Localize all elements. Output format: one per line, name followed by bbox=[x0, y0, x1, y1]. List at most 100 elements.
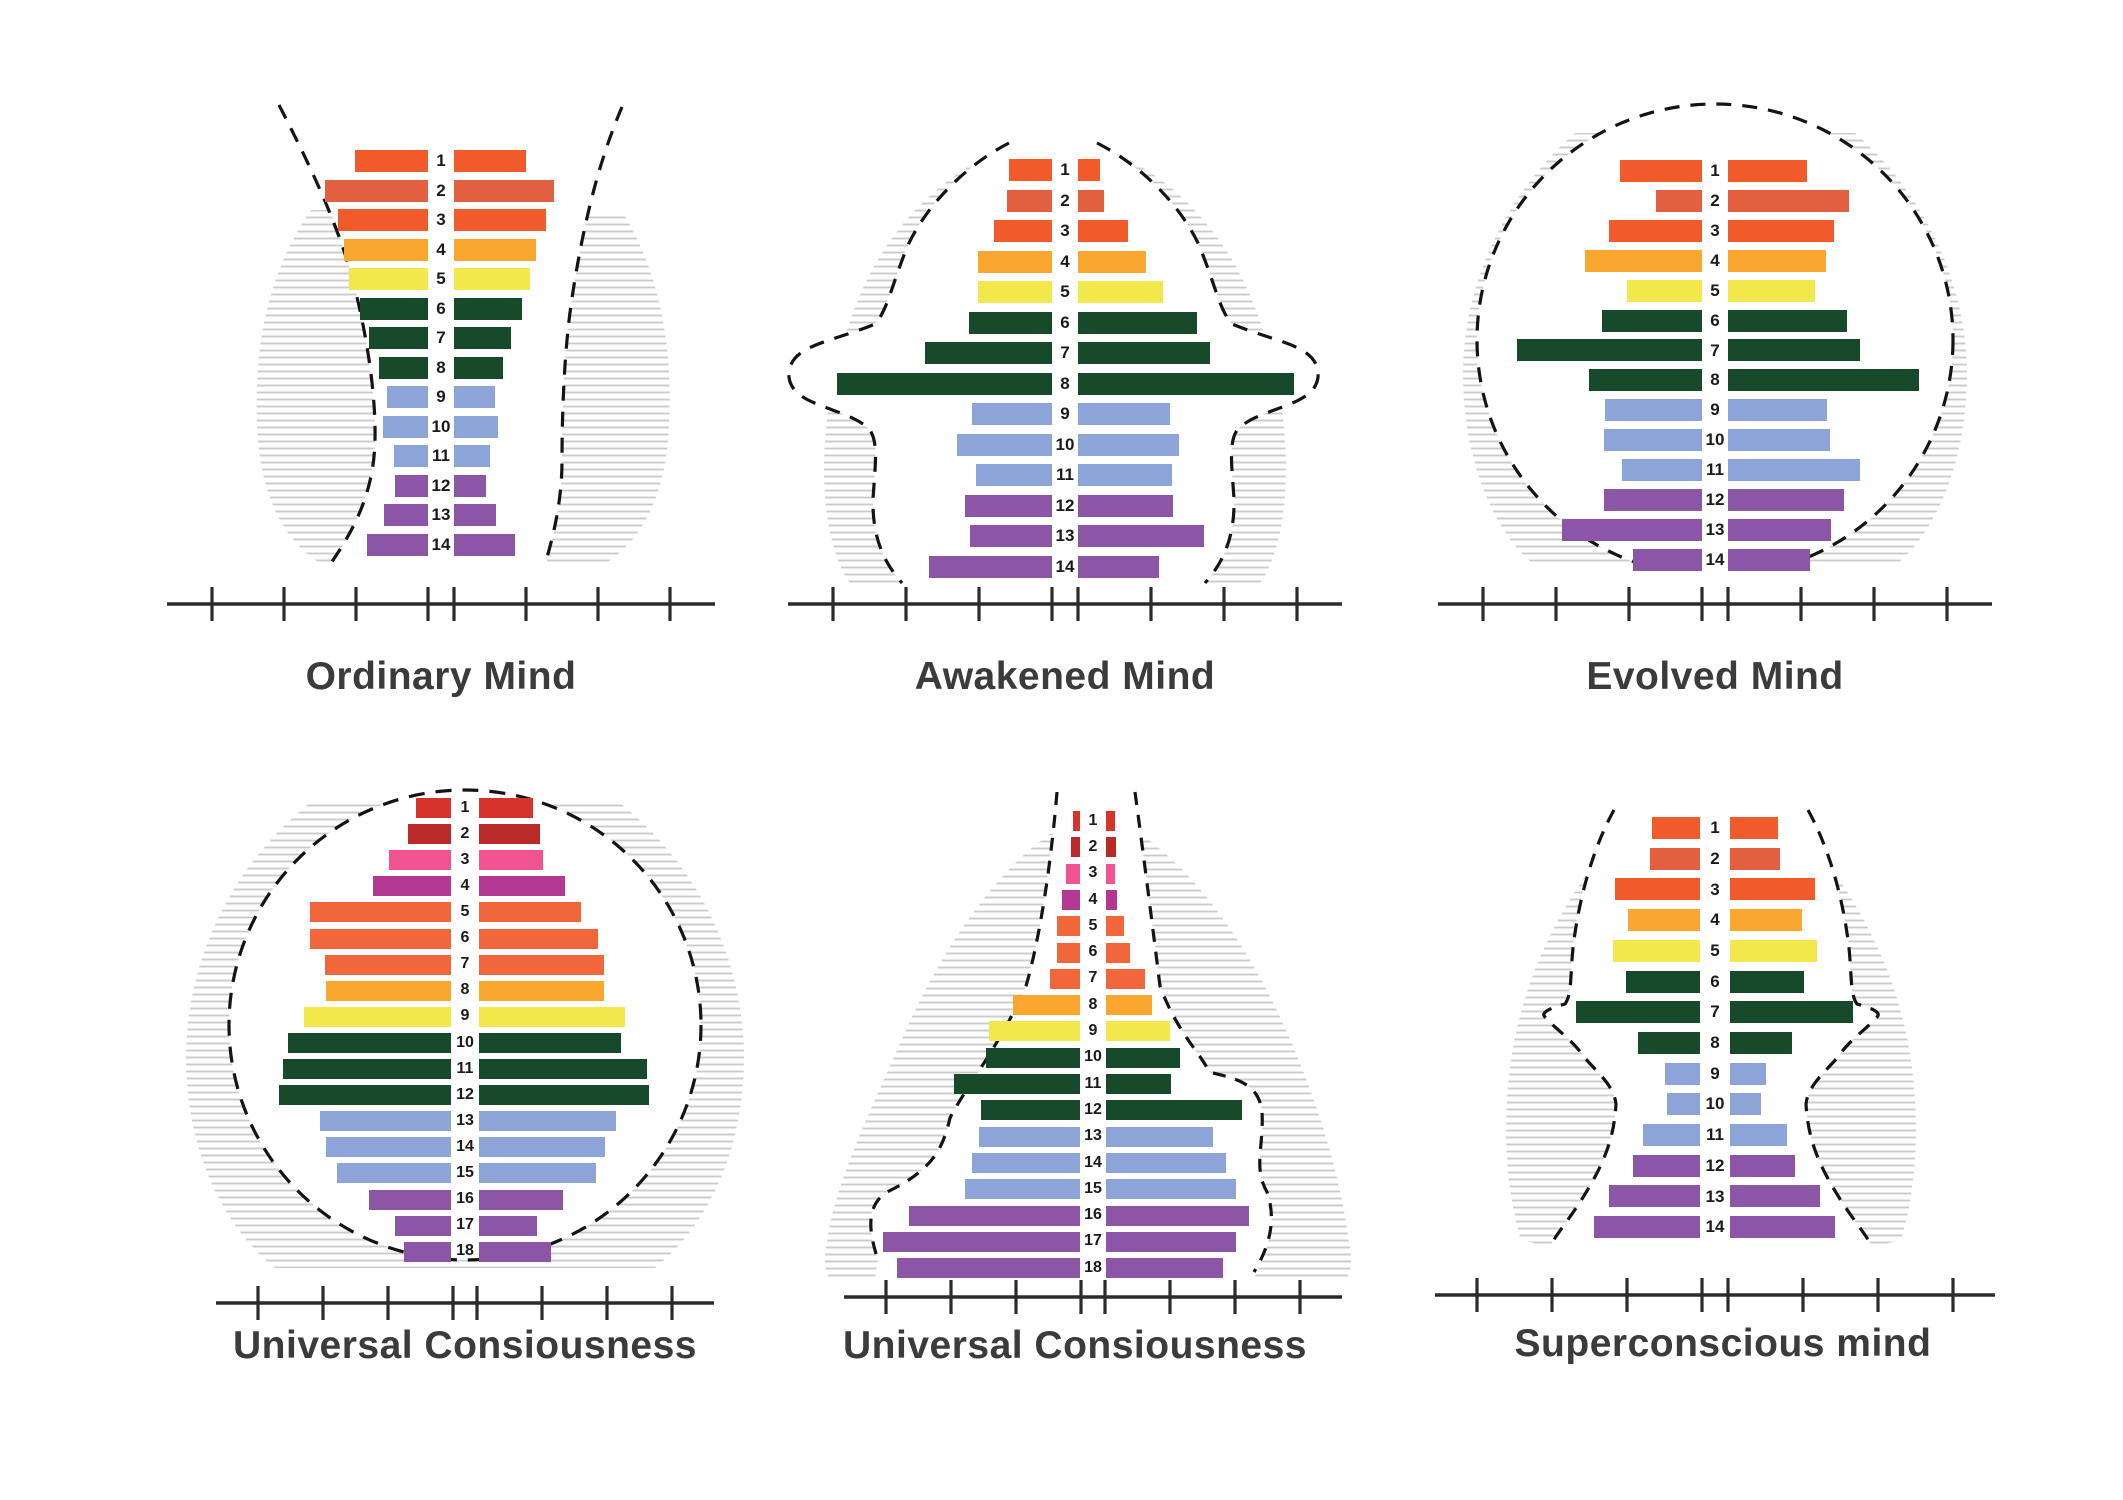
row-label: 7 bbox=[460, 955, 470, 973]
bar-left bbox=[1615, 878, 1700, 901]
bar-left bbox=[310, 902, 451, 923]
bar-right bbox=[1728, 399, 1827, 422]
bar-left bbox=[976, 464, 1052, 486]
bar-right bbox=[479, 1215, 537, 1236]
row-label: 6 bbox=[1710, 971, 1720, 991]
row-label: 9 bbox=[460, 1007, 470, 1025]
bar-right bbox=[1106, 1152, 1226, 1173]
chart-title: Awakened Mind bbox=[914, 655, 1216, 698]
bar-right bbox=[1106, 995, 1152, 1016]
chart-title: Evolved Mind bbox=[1586, 655, 1844, 698]
bar-right bbox=[1106, 863, 1115, 884]
bar-left bbox=[1650, 847, 1700, 870]
row-label: 10 bbox=[431, 416, 451, 436]
row-label: 12 bbox=[1705, 1155, 1725, 1175]
bar-left bbox=[338, 209, 428, 231]
bar-left bbox=[1013, 995, 1080, 1016]
row-label: 12 bbox=[1084, 1100, 1102, 1118]
bar-left bbox=[1633, 548, 1702, 571]
bar-right bbox=[479, 1163, 596, 1184]
bar-left bbox=[310, 928, 451, 949]
row-label: 1 bbox=[1710, 818, 1720, 838]
x-axis bbox=[1435, 1278, 1995, 1312]
bar-right bbox=[1730, 1216, 1835, 1239]
chart-panel-ordinary-mind: 1 2 3 4 5 6 7 8 9 10 11 12 13 14 Ordinary Mind bbox=[161, 95, 721, 745]
bar-left bbox=[373, 876, 451, 897]
row-label: 6 bbox=[1060, 312, 1070, 332]
bar-right bbox=[454, 356, 503, 379]
row-label: 7 bbox=[436, 328, 446, 348]
bar-left bbox=[986, 1047, 1080, 1068]
bar-right bbox=[454, 327, 511, 349]
bar-left bbox=[1652, 817, 1700, 839]
bar-left bbox=[304, 1006, 451, 1027]
bar-right bbox=[1106, 968, 1145, 989]
bar-right bbox=[1106, 1047, 1180, 1068]
row-label: 14 bbox=[1705, 1217, 1725, 1237]
bar-left bbox=[1050, 968, 1080, 989]
row-label: 14 bbox=[1084, 1153, 1102, 1171]
bar-left bbox=[972, 403, 1052, 425]
pyramid-rows: 1 2 3 4 5 6 7 8 9 10 11 12 13 14 bbox=[161, 95, 721, 745]
row-label: 18 bbox=[1084, 1258, 1102, 1276]
bar-right bbox=[1730, 1185, 1820, 1208]
bar-right bbox=[1728, 189, 1849, 212]
bar-left bbox=[1667, 1093, 1700, 1116]
bar-left bbox=[978, 250, 1052, 273]
bar-right bbox=[1728, 488, 1844, 511]
chart-panel-evolved-mind: 1 2 3 4 5 6 7 8 9 10 11 12 13 14 Evolved Mind bbox=[1435, 95, 1995, 745]
row-label: 6 bbox=[1710, 310, 1720, 330]
dashed-outline-right bbox=[1804, 809, 1880, 1248]
bar-left bbox=[1007, 189, 1052, 212]
bar-right bbox=[1730, 970, 1804, 993]
bar-right bbox=[454, 533, 515, 556]
bar-left bbox=[1609, 219, 1702, 242]
bar-left bbox=[1009, 159, 1052, 181]
bar-left bbox=[994, 220, 1052, 242]
bar-left bbox=[1071, 837, 1080, 858]
bar-right bbox=[1106, 1205, 1249, 1226]
bar-right bbox=[479, 980, 604, 1001]
bar-left bbox=[416, 798, 451, 818]
bar-right bbox=[1078, 464, 1172, 486]
bar-left bbox=[288, 1032, 451, 1053]
dashed-outline-left bbox=[869, 791, 1059, 1261]
bar-right bbox=[1730, 1093, 1761, 1116]
row-label: 5 bbox=[1060, 282, 1070, 302]
bar-right bbox=[1078, 433, 1179, 456]
bar-left bbox=[897, 1258, 1080, 1279]
bar-right bbox=[1730, 939, 1817, 962]
row-label: 10 bbox=[1055, 434, 1075, 454]
bar-left bbox=[1576, 1001, 1700, 1024]
bar-right bbox=[1728, 459, 1860, 481]
x-axis bbox=[167, 587, 715, 621]
row-label: 13 bbox=[1705, 519, 1725, 539]
chart-title: Ordinary Mind bbox=[305, 655, 577, 698]
bar-right bbox=[1728, 309, 1847, 332]
row-label: 3 bbox=[1710, 879, 1720, 899]
row-label: 12 bbox=[456, 1085, 474, 1103]
bar-right bbox=[454, 268, 530, 290]
row-label: 2 bbox=[1710, 848, 1720, 868]
dashed-outline-left bbox=[277, 104, 377, 564]
bar-left bbox=[909, 1205, 1080, 1226]
row-label: 11 bbox=[1056, 465, 1074, 485]
bar-left bbox=[929, 555, 1052, 578]
bar-right bbox=[1106, 1179, 1236, 1200]
bar-left bbox=[367, 533, 428, 556]
bar-left bbox=[1626, 970, 1700, 993]
row-label: 9 bbox=[1088, 1022, 1098, 1040]
row-label: 11 bbox=[1706, 1125, 1724, 1145]
row-label: 11 bbox=[456, 1059, 474, 1077]
row-label: 7 bbox=[1060, 343, 1070, 363]
bar-right bbox=[1106, 811, 1115, 831]
row-label: 9 bbox=[436, 387, 446, 407]
row-label: 15 bbox=[1084, 1179, 1102, 1197]
row-label: 14 bbox=[431, 534, 451, 554]
row-label: 4 bbox=[1710, 250, 1720, 270]
bar-left bbox=[1665, 1062, 1700, 1085]
bar-right bbox=[1730, 1001, 1853, 1024]
row-label: 13 bbox=[1055, 526, 1075, 546]
chart-title: Universal Consiousness bbox=[233, 1324, 697, 1367]
bar-left bbox=[957, 433, 1052, 456]
